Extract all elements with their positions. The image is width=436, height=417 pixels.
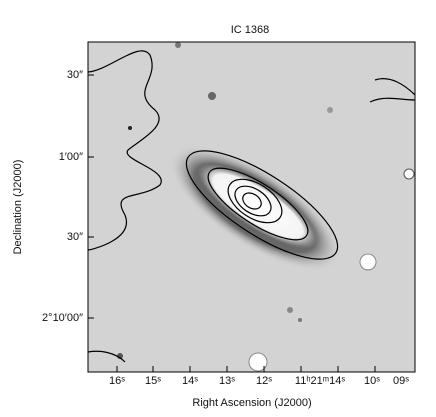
x-tick-label: 13ˢ bbox=[219, 375, 235, 387]
x-tick-label: 15ˢ bbox=[145, 375, 161, 387]
sky-image bbox=[88, 42, 415, 372]
x-tick-label: 10ˢ bbox=[364, 375, 380, 387]
x-tick-label: 11ʰ21ᵐ14ˢ bbox=[295, 375, 345, 387]
y-tick-label: 30″ bbox=[67, 231, 83, 243]
frame bbox=[87, 41, 416, 373]
y-tick-label: 30″ bbox=[67, 69, 83, 81]
x-tick-label: 09ˢ bbox=[393, 375, 409, 387]
y-tick-label: 1′00″ bbox=[59, 151, 83, 163]
y-axis-label: Declination (J2000) bbox=[12, 160, 24, 255]
x-tick-label: 12ˢ bbox=[256, 375, 272, 387]
x-tick-label: 16ˢ bbox=[109, 375, 125, 387]
x-ticks: 16ˢ 15ˢ 14ˢ 13ˢ 12ˢ 11ʰ21ᵐ14ˢ 10ˢ 09ˢ bbox=[109, 366, 409, 387]
title: IC 1368 bbox=[231, 24, 270, 36]
y-tick-label: 2°10′00″ bbox=[42, 312, 83, 324]
x-axis-label: Right Ascension (J2000) bbox=[192, 397, 311, 409]
y-ticks: 30″ 1′00″ 30″ 2°10′00″ bbox=[42, 69, 94, 324]
x-tick-label: 14ˢ bbox=[182, 375, 198, 387]
